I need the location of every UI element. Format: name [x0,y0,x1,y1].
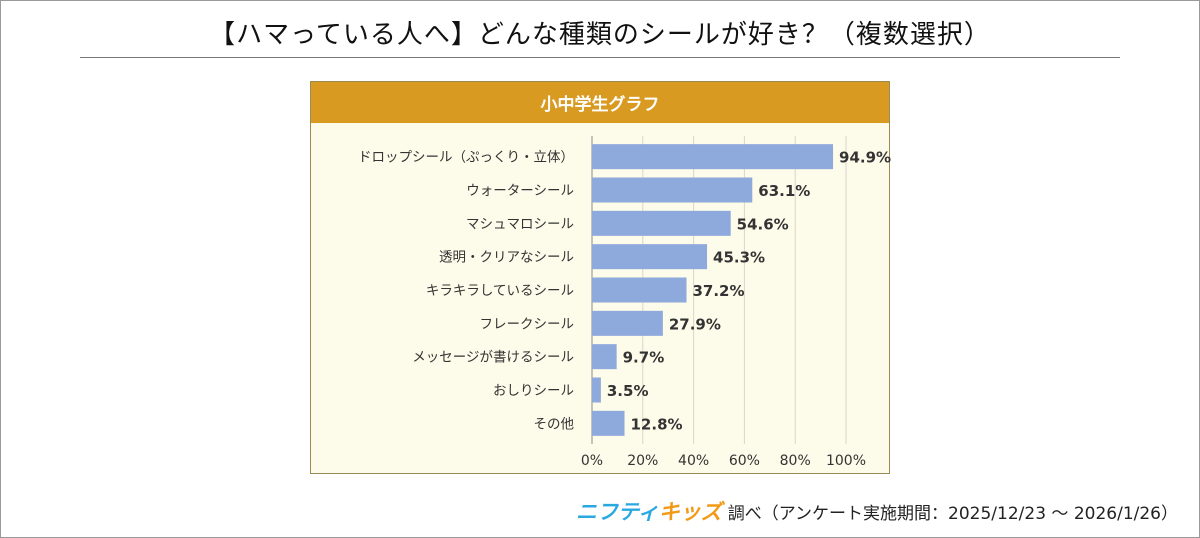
bar-chart: 0% 20% 40% 60% 80% 100% ドロップシール（ぷっくり・立体） 94.9% ウ… [358,136,891,469]
x-tick-label: 60% [729,453,760,469]
category-label: メッセージが書けるシール [412,350,574,366]
value-label: 12.8% [631,415,683,433]
value-label: 54.6% [737,215,789,233]
bar [592,377,601,403]
brand-logo-part2: キッズ [658,500,722,524]
bar [592,310,663,336]
category-label: 透明・クリアなシール [439,250,574,266]
title-divider [80,57,1120,58]
chart-title: 小中学生グラフ [311,82,889,123]
survey-period: 調べ（アンケート実施期間：2025/12/23 ～ 2026/1/26） [727,504,1178,524]
value-label: 63.1% [758,182,810,200]
value-label: 37.2% [692,282,744,300]
value-label: 27.9% [669,315,721,333]
x-tick-label: 100% [826,453,866,469]
value-label: 45.3% [713,249,765,267]
category-label: マシュマロシール [466,216,574,232]
bar [592,144,834,170]
value-label: 3.5% [607,382,649,400]
category-label: ウォーターシール [466,183,574,199]
value-label: 9.7% [623,349,665,367]
bar [592,344,617,370]
category-label: おしりシール [493,383,574,399]
bar [592,210,731,236]
category-label: キラキラしているシール [426,283,574,299]
category-label: その他 [534,416,575,432]
x-tick-label: 20% [627,453,658,469]
bar [592,244,708,270]
bar [592,177,753,203]
category-label: ドロップシール（ぷっくり・立体） [358,150,574,166]
x-tick-label: 80% [780,453,811,469]
chart-panel: 小中学生グラフ 0% 20% 40% 60% 80% 100% ドロップシール（ぷっくり・立… [310,81,891,474]
category-label: フレークシール [480,316,575,332]
brand-logo: ニフティ キッズ [576,496,722,526]
bar [592,277,687,303]
bar [592,410,625,436]
brand-logo-part1: ニフティ [575,500,659,524]
value-label: 94.9% [839,149,891,167]
x-tick-label: 0% [581,453,603,469]
main-title: 【ハマっている人へ】どんな種類のシールが好き？（複数選択） [209,20,991,50]
footer-source: ニフティ キッズ 調べ（アンケート実施期間：2025/12/23 ～ 2026/… [576,496,1178,526]
x-tick-label: 40% [678,453,709,469]
